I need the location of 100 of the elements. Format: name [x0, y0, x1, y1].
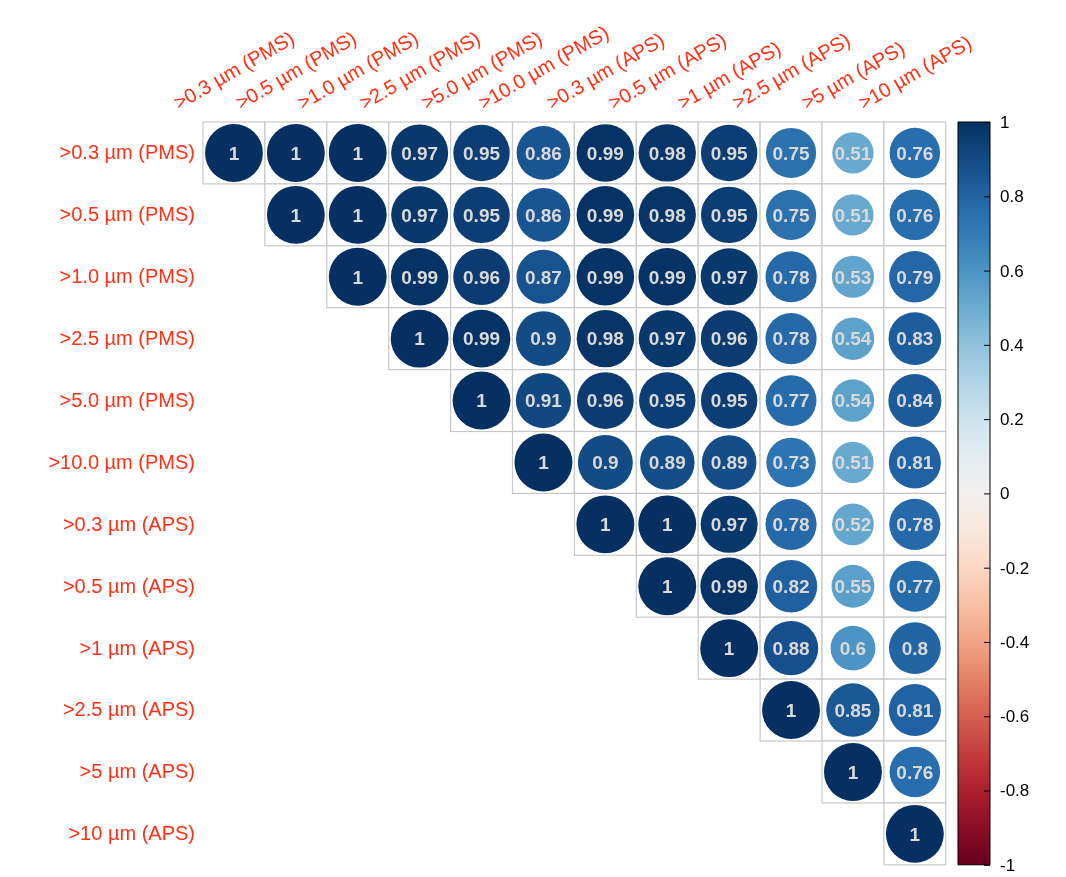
data-label: 0.85 [834, 699, 872, 721]
data-label: 1 [228, 142, 240, 164]
data-label: 0.99 [586, 266, 624, 288]
data-label: 0.96 [710, 328, 748, 350]
data-label: 0.95 [463, 142, 501, 164]
data-label: 0.95 [710, 390, 749, 412]
color-bar-label: 0.8 [1000, 187, 1024, 207]
data-label: 0.78 [772, 266, 810, 288]
data-label: 0.97 [648, 328, 686, 350]
y-tick-label: >0.3 µm (APS) [62, 512, 195, 535]
data-label: 0.99 [463, 328, 501, 350]
data-label: 0.89 [648, 452, 686, 474]
data-label: 0.98 [648, 204, 686, 226]
color-bar-label: 0.6 [1000, 261, 1024, 281]
data-label: 0.73 [772, 452, 810, 474]
data-label: 0.89 [710, 452, 748, 474]
data-label: 0.98 [648, 142, 686, 164]
data-label: 1 [661, 514, 673, 536]
data-label: 0.54 [834, 328, 872, 350]
data-label: 0.96 [463, 266, 501, 288]
y-tick-label: >2.5 µm (APS) [62, 698, 195, 721]
data-label: 0.51 [834, 452, 872, 474]
data-label: 0.87 [524, 266, 562, 288]
data-label: 0.51 [834, 204, 872, 226]
data-label: 1 [476, 390, 488, 412]
data-label: 0.76 [896, 204, 934, 226]
data-label: 1 [352, 266, 364, 288]
data-label: 0.75 [772, 142, 810, 164]
data-label: 0.91 [524, 390, 563, 412]
data-label: 0.77 [772, 390, 810, 412]
data-label: 0.95 [463, 204, 501, 226]
data-label: 1 [785, 699, 797, 721]
y-tick-label: >10 µm (APS) [68, 822, 195, 845]
color-bar-label: -0.6 [1000, 707, 1030, 727]
data-label: 0.55 [834, 576, 872, 598]
y-tick-label: >10.0 µm (PMS) [48, 450, 195, 473]
data-label: 0.78 [772, 514, 810, 536]
y-tick-label: >1.0 µm (PMS) [59, 265, 195, 288]
y-tick-label: >5.0 µm (PMS) [59, 388, 195, 411]
data-label: 0.84 [896, 390, 934, 412]
data-label: 0.82 [772, 576, 810, 598]
y-tick-label: >1 µm (APS) [79, 636, 195, 659]
data-label: 0.8 [901, 637, 929, 659]
data-label: 0.99 [401, 266, 439, 288]
data-label: 0.96 [586, 390, 624, 412]
data-label: 0.99 [648, 266, 686, 288]
data-label: 0.79 [896, 266, 934, 288]
data-label: 1 [723, 637, 735, 659]
color-bar-label: 0 [1000, 484, 1010, 504]
color-bar-label: -0.2 [1000, 558, 1030, 578]
data-label: 0.86 [524, 142, 562, 164]
data-label: 0.53 [834, 266, 872, 288]
data-label: 0.86 [524, 204, 562, 226]
data-label: 0.52 [834, 514, 872, 536]
data-label: 0.81 [896, 699, 934, 721]
data-label: 0.9 [530, 328, 557, 350]
data-label: 0.97 [401, 142, 439, 164]
data-label: 1 [352, 142, 364, 164]
data-label: 0.88 [772, 637, 810, 659]
data-label: 0.77 [896, 576, 934, 598]
data-label: 1 [600, 514, 612, 536]
color-bar-label: -1 [1000, 855, 1016, 875]
data-label: 1 [414, 328, 426, 350]
data-label: 0.98 [586, 328, 624, 350]
color-bar-label: 1 [1000, 112, 1010, 132]
data-label: 0.99 [586, 204, 624, 226]
data-label: 0.75 [772, 204, 810, 226]
data-label: 1 [290, 204, 302, 226]
data-label: 0.6 [839, 637, 867, 659]
data-label: 0.54 [834, 390, 872, 412]
data-label: 0.51 [834, 142, 872, 164]
y-tick-label: >2.5 µm (PMS) [59, 327, 195, 350]
data-label: 0.95 [710, 142, 749, 164]
data-label: 0.83 [896, 328, 934, 350]
data-label: 1 [909, 823, 921, 845]
data-label: 1 [352, 204, 364, 226]
data-label: 0.95 [648, 390, 687, 412]
data-label: 0.99 [586, 142, 624, 164]
data-label: 1 [538, 452, 550, 474]
y-tick-label: >0.5 µm (PMS) [59, 203, 195, 226]
data-label: 0.95 [710, 204, 749, 226]
color-bar-label: -0.4 [1000, 632, 1030, 652]
data-label: 0.9 [592, 452, 619, 474]
data-label: 1 [847, 761, 859, 783]
data-label: 1 [661, 576, 673, 598]
y-tick-label: >0.5 µm (APS) [62, 574, 195, 597]
data-label: 0.78 [896, 514, 934, 536]
data-label: 1 [290, 142, 302, 164]
data-label: 0.76 [896, 761, 934, 783]
y-tick-label: >5 µm (APS) [79, 760, 195, 783]
data-label: 0.78 [772, 328, 810, 350]
data-label: 0.97 [401, 204, 439, 226]
color-bar-label: 0.2 [1000, 410, 1024, 430]
color-bar-label: -0.8 [1000, 781, 1030, 801]
data-label: 0.97 [710, 266, 748, 288]
color-bar-label: 0.4 [1000, 335, 1024, 355]
data-label: 0.76 [896, 142, 934, 164]
data-label: 0.81 [896, 452, 934, 474]
y-tick-label: >0.3 µm (PMS) [59, 141, 195, 164]
data-label: 0.97 [710, 514, 748, 536]
